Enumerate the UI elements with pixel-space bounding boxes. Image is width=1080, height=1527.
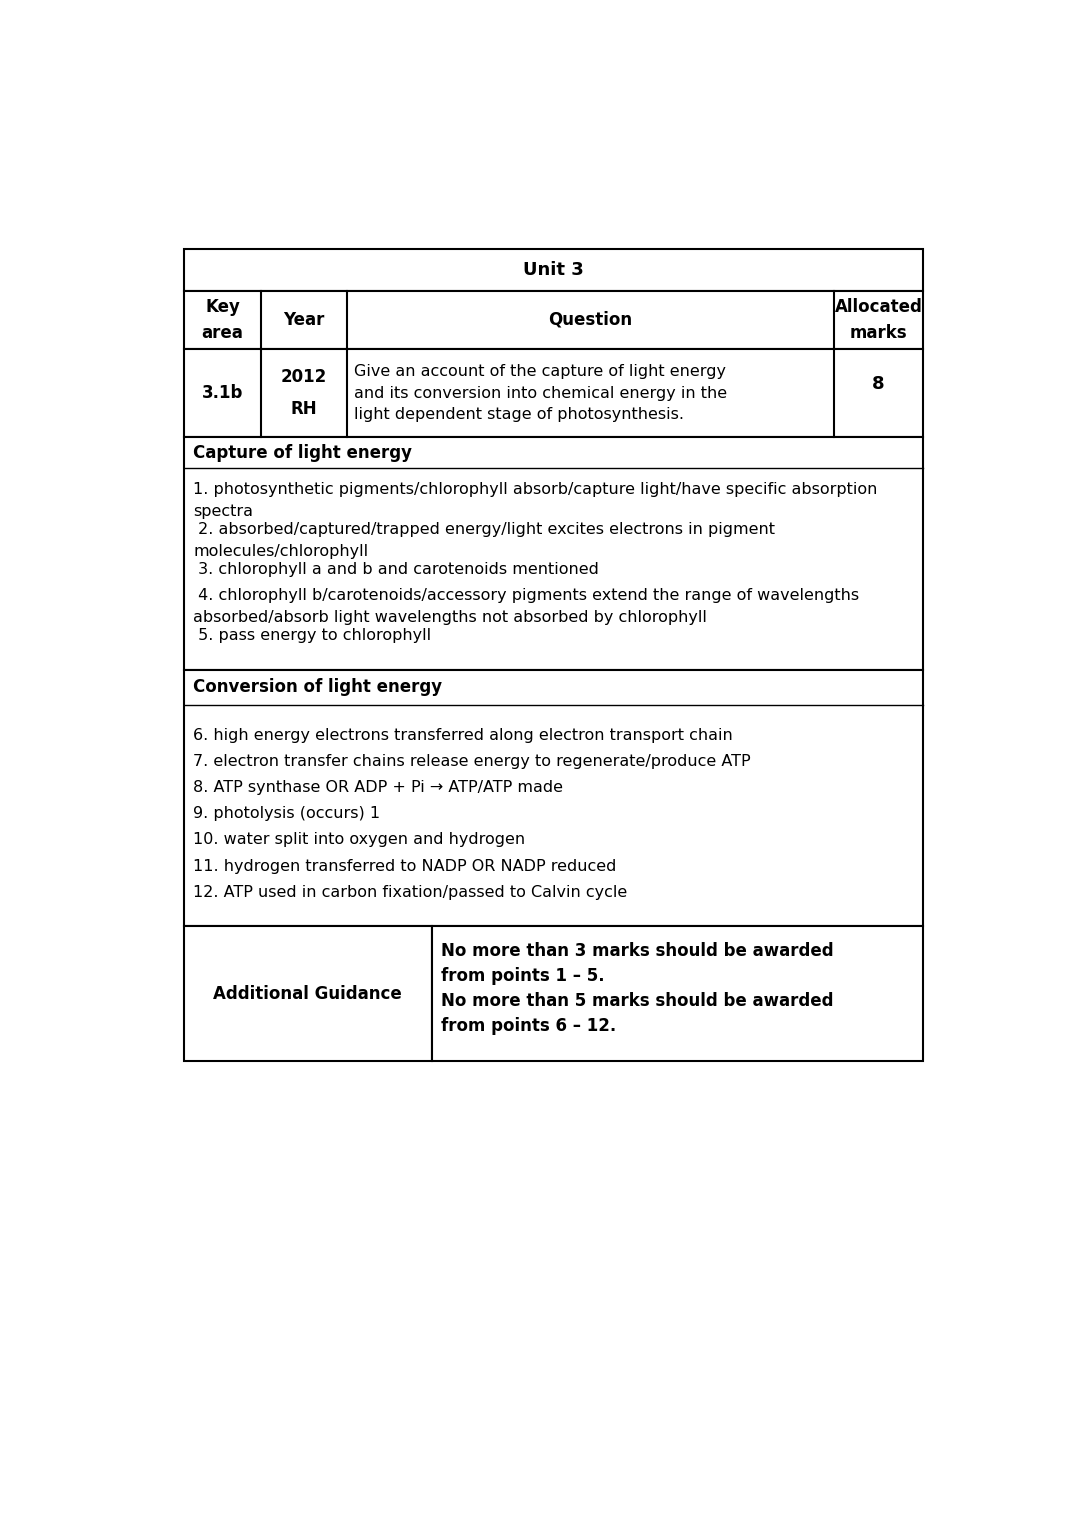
Bar: [184, 927, 432, 1061]
Text: Unit 3: Unit 3: [523, 261, 584, 279]
Text: 9. photolysis (occurs) 1: 9. photolysis (occurs) 1: [193, 806, 380, 822]
Text: 4. chlorophyll b/carotenoids/accessory pigments extend the range of wavelengths
: 4. chlorophyll b/carotenoids/accessory p…: [193, 588, 860, 625]
Text: 3. chlorophyll a and b and carotenoids mentioned: 3. chlorophyll a and b and carotenoids m…: [193, 562, 599, 577]
Text: No more than 5 marks should be awarded
from points 6 – 12.: No more than 5 marks should be awarded f…: [441, 991, 834, 1035]
Bar: [184, 292, 923, 348]
Bar: [184, 348, 923, 437]
Text: No more than 3 marks should be awarded
from points 1 – 5.: No more than 3 marks should be awarded f…: [441, 942, 834, 985]
Text: Year: Year: [283, 312, 325, 328]
Text: 10. water split into oxygen and hydrogen: 10. water split into oxygen and hydrogen: [193, 832, 525, 847]
Text: 8: 8: [873, 376, 885, 392]
Text: 2. absorbed/captured/trapped energy/light excites electrons in pigment
molecules: 2. absorbed/captured/trapped energy/ligh…: [193, 522, 775, 559]
Text: 5. pass energy to chlorophyll: 5. pass energy to chlorophyll: [193, 628, 431, 643]
Text: 1. photosynthetic pigments/chlorophyll absorb/capture light/have specific absorp: 1. photosynthetic pigments/chlorophyll a…: [193, 483, 877, 519]
Text: Key
area: Key area: [202, 298, 243, 342]
Text: 6. high energy electrons transferred along electron transport chain: 6. high energy electrons transferred alo…: [193, 728, 733, 742]
Text: 7. electron transfer chains release energy to regenerate/produce ATP: 7. electron transfer chains release ener…: [193, 754, 751, 768]
Text: Conversion of light energy: Conversion of light energy: [193, 678, 442, 696]
Bar: [432, 927, 923, 1061]
Text: 3.1b: 3.1b: [202, 385, 243, 402]
Bar: [184, 249, 923, 292]
Text: Additional Guidance: Additional Guidance: [213, 985, 402, 1003]
Text: Give an account of the capture of light energy
and its conversion into chemical : Give an account of the capture of light …: [354, 363, 728, 421]
Bar: [184, 670, 923, 927]
Text: Capture of light energy: Capture of light energy: [193, 444, 413, 461]
Text: 12. ATP used in carbon fixation/passed to Calvin cycle: 12. ATP used in carbon fixation/passed t…: [193, 884, 627, 899]
Text: 11. hydrogen transferred to NADP OR NADP reduced: 11. hydrogen transferred to NADP OR NADP…: [193, 858, 617, 873]
Text: Allocated
marks: Allocated marks: [835, 298, 922, 342]
Text: 8. ATP synthase OR ADP + Pi → ATP/ATP made: 8. ATP synthase OR ADP + Pi → ATP/ATP ma…: [193, 780, 563, 796]
Text: Question: Question: [549, 312, 633, 328]
Text: 2012
RH: 2012 RH: [281, 368, 327, 418]
Bar: [184, 437, 923, 670]
